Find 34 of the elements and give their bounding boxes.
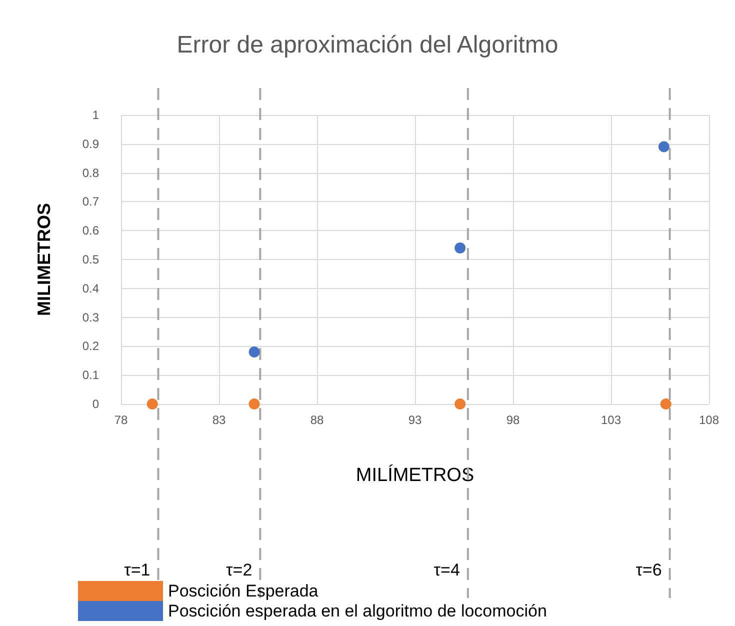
y-tick-label: 0.5 bbox=[82, 252, 100, 266]
y-tick-label: 1 bbox=[92, 108, 100, 122]
legend-label: Poscición esperada en el algoritmo de locomoción bbox=[168, 602, 547, 620]
x-tick-label: 78 bbox=[114, 413, 128, 427]
x-tick-label: 93 bbox=[408, 413, 422, 427]
x-tick-label: 83 bbox=[212, 413, 226, 427]
x-tick-label: 88 bbox=[310, 413, 324, 427]
y-tick-label: 0.7 bbox=[82, 194, 100, 209]
point bbox=[248, 398, 260, 410]
y-tick-label: 0.6 bbox=[82, 224, 100, 238]
x-axis-title: MILÍMETROS bbox=[356, 464, 474, 486]
y-tick-label: 0.4 bbox=[82, 281, 100, 296]
point bbox=[658, 141, 670, 152]
point bbox=[454, 398, 466, 410]
point bbox=[660, 398, 672, 410]
annotation: τ=6 bbox=[636, 560, 662, 580]
y-tick-label: 0.9 bbox=[82, 136, 100, 151]
y-tick-label: 0.3 bbox=[82, 310, 100, 324]
y-tick-label: 0 bbox=[92, 397, 100, 411]
x-tick-label: 98 bbox=[506, 413, 520, 427]
point bbox=[146, 398, 158, 410]
annotation: τ=1 bbox=[124, 560, 150, 580]
chart-title: Error de aproximación del Algoritmo bbox=[176, 32, 558, 58]
y-tick-label: 0.8 bbox=[82, 166, 100, 180]
x-tick-label: 108 bbox=[698, 413, 720, 427]
x-tick-label: 103 bbox=[600, 413, 622, 427]
annotation: τ=4 bbox=[434, 560, 460, 580]
y-axis-title: MILIMETROS bbox=[34, 203, 54, 316]
annotation: τ=2 bbox=[226, 560, 252, 580]
point bbox=[454, 242, 466, 254]
y-tick-label: 0.2 bbox=[82, 339, 100, 354]
point bbox=[248, 346, 260, 358]
legend-label: Poscición Esperada bbox=[168, 582, 319, 600]
y-tick-label: 0.1 bbox=[82, 368, 100, 382]
